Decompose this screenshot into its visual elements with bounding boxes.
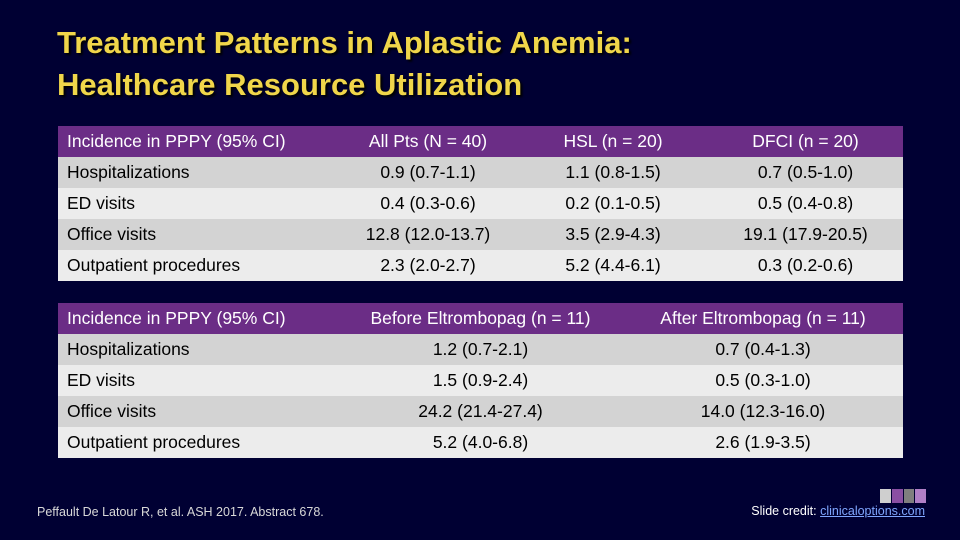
table-cell: 1.5 (0.9-2.4) — [338, 365, 623, 396]
column-header: Incidence in PPPY (95% CI) — [58, 126, 338, 157]
row-label: Outpatient procedures — [58, 250, 338, 281]
row-label: Office visits — [58, 219, 338, 250]
table-row: Hospitalizations 0.9 (0.7-1.1) 1.1 (0.8-… — [58, 157, 903, 188]
table-header-row: Incidence in PPPY (95% CI) Before Eltrom… — [58, 303, 903, 334]
table-cell: 5.2 (4.0-6.8) — [338, 427, 623, 458]
column-header: All Pts (N = 40) — [338, 126, 518, 157]
column-header: After Eltrombopag (n = 11) — [623, 303, 903, 334]
table-cell: 0.7 (0.4-1.3) — [623, 334, 903, 365]
table-cell: 0.3 (0.2-0.6) — [708, 250, 903, 281]
table-cell: 12.8 (12.0-13.7) — [338, 219, 518, 250]
logo-block — [880, 489, 891, 503]
table-cell: 0.2 (0.1-0.5) — [518, 188, 708, 219]
slide-title-line-2: Healthcare Resource Utilization — [57, 67, 523, 102]
table-cell: 0.4 (0.3-0.6) — [338, 188, 518, 219]
table-row: ED visits 0.4 (0.3-0.6) 0.2 (0.1-0.5) 0.… — [58, 188, 903, 219]
table-cell: 5.2 (4.4-6.1) — [518, 250, 708, 281]
clinicaloptions-link[interactable]: clinicaloptions.com — [820, 504, 925, 518]
row-label: ED visits — [58, 365, 338, 396]
table-cell: 2.3 (2.0-2.7) — [338, 250, 518, 281]
table-cell: 19.1 (17.9-20.5) — [708, 219, 903, 250]
table-cell: 2.6 (1.9-3.5) — [623, 427, 903, 458]
slide-credit-prefix: Slide credit: — [751, 504, 821, 518]
table-cell: 3.5 (2.9-4.3) — [518, 219, 708, 250]
table-cell: 0.5 (0.4-0.8) — [708, 188, 903, 219]
column-header: Before Eltrombopag (n = 11) — [338, 303, 623, 334]
row-label: Hospitalizations — [58, 157, 338, 188]
logo-block — [891, 489, 903, 503]
table-cell: 24.2 (21.4-27.4) — [338, 396, 623, 427]
slide-title-line-1: Treatment Patterns in Aplastic Anemia: — [57, 25, 632, 60]
table-header-row: Incidence in PPPY (95% CI) All Pts (N = … — [58, 126, 903, 157]
table-cell: 0.9 (0.7-1.1) — [338, 157, 518, 188]
table-cell: 1.2 (0.7-2.1) — [338, 334, 623, 365]
table-row: Office visits 24.2 (21.4-27.4) 14.0 (12.… — [58, 396, 903, 427]
table-by-center: Incidence in PPPY (95% CI) All Pts (N = … — [58, 126, 903, 281]
logo-block — [903, 489, 915, 503]
table-row: Hospitalizations 1.2 (0.7-2.1) 0.7 (0.4-… — [58, 334, 903, 365]
table-row: ED visits 1.5 (0.9-2.4) 0.5 (0.3-1.0) — [58, 365, 903, 396]
row-label: Office visits — [58, 396, 338, 427]
table-cell: 1.1 (0.8-1.5) — [518, 157, 708, 188]
table-eltrombopag: Incidence in PPPY (95% CI) Before Eltrom… — [58, 303, 903, 458]
table-row: Outpatient procedures 2.3 (2.0-2.7) 5.2 … — [58, 250, 903, 281]
slide-credit: Slide credit: clinicaloptions.com — [751, 504, 925, 518]
clinical-care-options-logo — [880, 489, 926, 503]
row-label: Hospitalizations — [58, 334, 338, 365]
row-label: ED visits — [58, 188, 338, 219]
column-header: HSL (n = 20) — [518, 126, 708, 157]
table-row: Office visits 12.8 (12.0-13.7) 3.5 (2.9-… — [58, 219, 903, 250]
column-header: Incidence in PPPY (95% CI) — [58, 303, 338, 334]
table-cell: 14.0 (12.3-16.0) — [623, 396, 903, 427]
logo-block — [915, 489, 926, 503]
table-cell: 0.7 (0.5-1.0) — [708, 157, 903, 188]
table-cell: 0.5 (0.3-1.0) — [623, 365, 903, 396]
table-row: Outpatient procedures 5.2 (4.0-6.8) 2.6 … — [58, 427, 903, 458]
row-label: Outpatient procedures — [58, 427, 338, 458]
slide-title: Treatment Patterns in Aplastic Anemia: H… — [57, 22, 632, 106]
footnote-citation: Peffault De Latour R, et al. ASH 2017. A… — [37, 505, 324, 519]
column-header: DFCI (n = 20) — [708, 126, 903, 157]
